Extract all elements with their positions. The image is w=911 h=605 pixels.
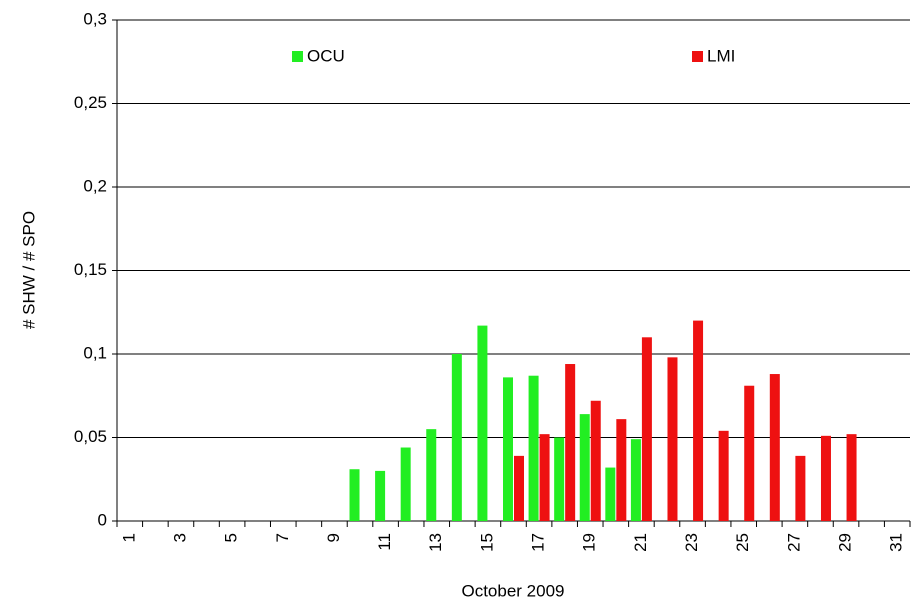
bar bbox=[426, 429, 437, 521]
bar bbox=[641, 337, 652, 521]
bar bbox=[514, 455, 524, 521]
y-tick-label: 0,25 bbox=[74, 93, 107, 112]
x-axis-label: October 2009 bbox=[461, 581, 564, 600]
bar bbox=[579, 414, 590, 521]
x-tick-label: 7 bbox=[273, 533, 292, 542]
y-tick-label: 0,3 bbox=[83, 9, 107, 28]
bar bbox=[846, 434, 857, 521]
bar bbox=[630, 439, 641, 521]
bar bbox=[528, 375, 539, 521]
x-tick-label: 19 bbox=[580, 533, 599, 552]
x-tick-label: 5 bbox=[222, 533, 241, 542]
x-tick-label: 31 bbox=[887, 533, 906, 552]
x-tick-label: 29 bbox=[836, 533, 855, 552]
bar bbox=[605, 467, 616, 521]
bar bbox=[718, 430, 729, 521]
bar bbox=[477, 325, 488, 521]
y-tick-label: 0,2 bbox=[83, 176, 107, 195]
y-axis-label: # SHW / # SPO bbox=[19, 211, 38, 329]
bar bbox=[400, 447, 411, 521]
x-tick-label: 27 bbox=[784, 533, 803, 552]
bar bbox=[375, 470, 386, 521]
y-tick-label: 0,05 bbox=[74, 427, 107, 446]
x-tick-label: 9 bbox=[324, 533, 343, 542]
legend-label: LMI bbox=[707, 46, 735, 65]
bar bbox=[795, 455, 806, 521]
bar bbox=[565, 364, 576, 521]
bar bbox=[554, 437, 565, 521]
bar bbox=[539, 434, 550, 521]
bar bbox=[744, 385, 755, 521]
x-tick-label: 15 bbox=[477, 533, 496, 552]
x-tick-label: 21 bbox=[631, 533, 650, 552]
y-tick-label: 0 bbox=[98, 510, 107, 529]
legend-swatch bbox=[692, 51, 703, 62]
bar bbox=[503, 377, 513, 521]
x-tick-label: 3 bbox=[170, 533, 189, 542]
x-tick-label: 25 bbox=[733, 533, 752, 552]
x-tick-label: 1 bbox=[119, 533, 138, 542]
bar bbox=[451, 354, 462, 521]
x-tick-label: 17 bbox=[529, 533, 548, 552]
bar bbox=[349, 469, 360, 521]
bar bbox=[820, 435, 831, 521]
x-tick-label: 23 bbox=[682, 533, 701, 552]
bar bbox=[616, 419, 627, 521]
y-tick-label: 0,15 bbox=[74, 260, 107, 279]
bar bbox=[667, 357, 678, 521]
bar bbox=[693, 320, 704, 521]
y-tick-label: 0,1 bbox=[83, 343, 107, 362]
legend-swatch bbox=[292, 51, 303, 62]
legend-label: OCU bbox=[307, 46, 345, 65]
bar bbox=[590, 400, 601, 521]
bar bbox=[769, 374, 780, 521]
x-tick-label: 13 bbox=[426, 533, 445, 552]
x-tick-label: 11 bbox=[375, 533, 394, 551]
